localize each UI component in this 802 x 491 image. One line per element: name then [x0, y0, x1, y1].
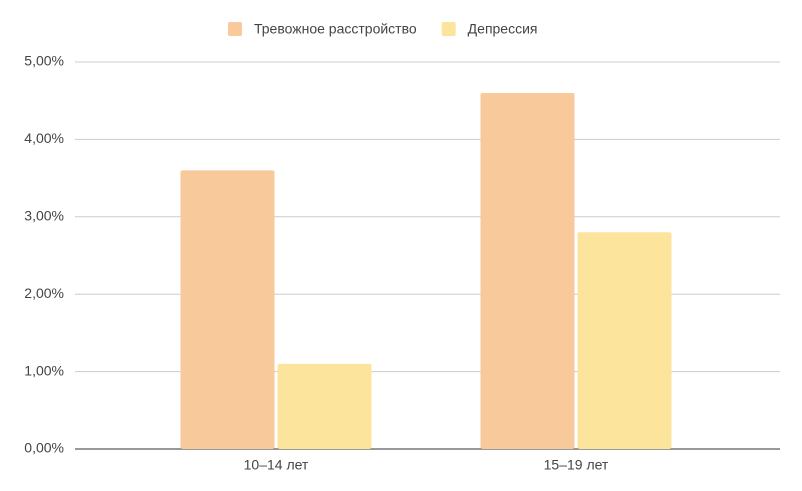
y-tick-label: 5,00%: [24, 53, 64, 69]
y-tick-label: 3,00%: [24, 208, 64, 224]
x-tick-label: 15–19 лет: [544, 457, 609, 473]
x-tick-label: 10–14 лет: [244, 457, 309, 473]
y-tick-label: 0,00%: [24, 440, 64, 456]
legend-swatch: [228, 22, 242, 36]
legend-swatch: [441, 22, 456, 36]
legend-label: Тревожное расстройство: [254, 21, 417, 37]
legend-label: Депрессия: [468, 21, 538, 37]
bar: [577, 232, 672, 449]
y-tick-label: 4,00%: [24, 130, 64, 146]
bar: [277, 363, 372, 449]
y-tick-label: 1,00%: [24, 362, 64, 378]
y-tick-label: 2,00%: [24, 285, 64, 301]
bar: [180, 170, 275, 450]
bar: [480, 92, 575, 450]
